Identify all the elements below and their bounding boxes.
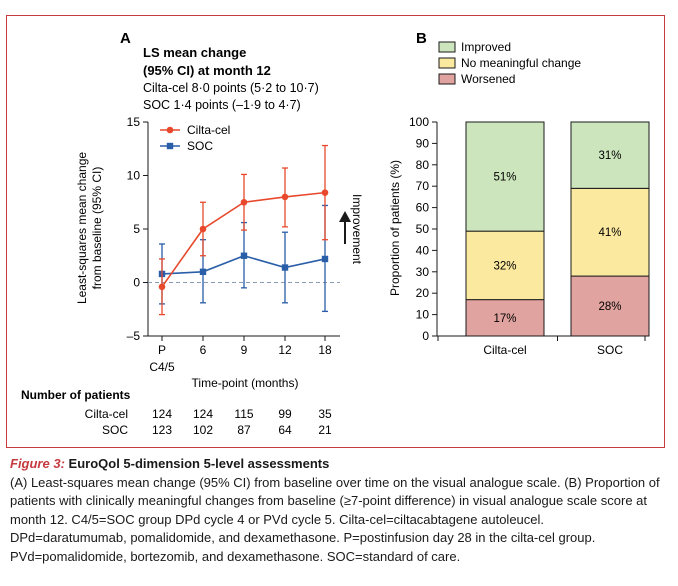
number-at-risk-heading: Number of patients <box>21 388 131 402</box>
panel-b-legend: Improved No meaningful change Worsened <box>438 40 581 86</box>
figure-frame <box>6 15 665 448</box>
data-point <box>281 264 289 271</box>
legend-swatch <box>438 73 456 85</box>
panel-a-plot: –5 0 5 10 15 P 6 9 12 18 C4/5 Cilta-cel SOC <box>127 115 340 374</box>
panel-b-category-label: Cilta-cel <box>483 343 526 357</box>
panel-b-ytick-label: 90 <box>416 136 430 150</box>
panel-a-xtick-label: 6 <box>200 343 207 357</box>
panel-b-ytick-label: 60 <box>416 201 430 215</box>
panel-a-xtick-label: 12 <box>278 343 292 357</box>
panel-b-plot: 0 10 20 30 40 50 60 70 80 90 100 17% 32% 51% Cilta-cel… <box>409 115 650 357</box>
bar-segment-no-meaningful-change <box>465 230 545 301</box>
panel-b-ytick-label: 20 <box>416 286 430 300</box>
bar-data-label: 17% <box>493 313 516 325</box>
legend-marker <box>166 142 174 150</box>
data-point <box>199 268 207 275</box>
data-point <box>240 198 248 206</box>
improvement-arrow-icon <box>339 211 351 244</box>
panel-b-ytick-label: 40 <box>416 243 430 257</box>
panel-b-ytick-label: 100 <box>409 115 429 129</box>
legend-label: Worsened <box>461 72 515 86</box>
bar-segment-improved <box>465 121 545 232</box>
panel-a-letter: A <box>120 30 131 47</box>
risk-cell: 124 <box>152 407 172 421</box>
panel-a-xtick-sublabel: C4/5 <box>149 360 175 374</box>
panel-a-xtick-label: 9 <box>241 343 248 357</box>
panel-a-ytick-label: 5 <box>133 222 140 236</box>
bar-segment-worsened <box>570 275 650 337</box>
bar-data-label: 41% <box>598 227 621 239</box>
legend-label: No meaningful change <box>461 56 581 70</box>
panel-a-ytick-label: 0 <box>133 276 140 290</box>
risk-cell: 99 <box>278 407 292 421</box>
legend-swatch <box>438 41 456 53</box>
panel-a-subtitle-1: Cilta-cel 8·0 points (5·2 to 10·7) <box>143 81 319 95</box>
panel-b-ytick-label: 70 <box>416 179 430 193</box>
bar-data-label: 51% <box>493 172 516 184</box>
caption-heading: Figure 3: EuroQol 5-dimension 5-level as… <box>10 455 660 474</box>
risk-cell: 124 <box>193 407 213 421</box>
bar-segment-improved <box>570 121 650 189</box>
risk-cell: 115 <box>234 407 253 421</box>
data-point <box>158 283 166 291</box>
panel-a-xtick-label: 18 <box>318 343 332 357</box>
panel-b-category-label: SOC <box>597 343 623 357</box>
panel-a-ylabel-line2: from baseline (95% CI) <box>90 167 104 290</box>
risk-cell: 64 <box>278 423 292 437</box>
panel-a-xlabel: Time-point (months) <box>192 376 299 390</box>
risk-cell: 87 <box>237 423 251 437</box>
data-point <box>240 252 248 259</box>
risk-row-label: SOC <box>102 423 128 437</box>
panel-a-ylabel-line1: Least-squares mean change <box>75 152 89 304</box>
data-point <box>321 255 329 263</box>
panel-b-ytick-label: 0 <box>422 329 429 343</box>
caption-label: Figure 3: <box>10 456 65 471</box>
caption-text: (A) Least-squares mean change (95% CI) f… <box>10 474 660 564</box>
legend-swatch <box>438 57 456 69</box>
data-point <box>199 225 207 233</box>
data-point <box>281 193 289 201</box>
data-point <box>321 189 329 196</box>
panel-b-letter: B <box>416 30 427 47</box>
panel-b-ytick-label: 10 <box>416 308 430 322</box>
legend-label: SOC <box>187 139 213 153</box>
bar-data-label: 32% <box>493 260 516 272</box>
legend-label: Improved <box>461 40 511 54</box>
bar-data-label: 31% <box>598 150 621 162</box>
number-at-risk-table: Cilta-cel 124 124 115 99 35 SOC 123 102 87 64 21 <box>85 407 332 437</box>
caption-title: EuroQol 5-dimension 5-level assessments <box>68 456 330 471</box>
bar-segment-no-meaningful-change <box>570 187 650 277</box>
panel-b-ylabel: Proportion of patients (%) <box>388 160 402 296</box>
risk-cell: 35 <box>318 407 332 421</box>
panel-a-ytick-label: –5 <box>127 329 141 343</box>
risk-cell: 123 <box>152 423 172 437</box>
panel-a-subtitle-2: SOC 1·4 points (–1·9 to 4·7) <box>143 98 301 112</box>
panel-a-ylabel: Least-squares mean change from baseline … <box>75 152 104 304</box>
risk-row-label: Cilta-cel <box>85 407 128 421</box>
panel-b-ytick-label: 50 <box>416 222 430 236</box>
risk-cell: 21 <box>318 423 332 437</box>
panel-a-direction-label: Improvement <box>350 194 364 265</box>
panel-b-ytick-label: 80 <box>416 158 430 172</box>
figure-caption: Figure 3: EuroQol 5-dimension 5-level as… <box>10 455 660 566</box>
legend-label: Cilta-cel <box>187 123 230 137</box>
panel-b-ytick-label: 30 <box>416 265 430 279</box>
panel-a-xtick-label: P <box>158 343 166 357</box>
bar-data-label: 28% <box>598 301 621 313</box>
figure-canvas: A LS mean change (95% CI) at month 12 Ci… <box>21 30 650 437</box>
risk-cell: 102 <box>193 423 213 437</box>
panel-a-ytick-label: 15 <box>127 115 141 129</box>
bar-segment-worsened <box>465 299 545 337</box>
legend-marker <box>166 126 174 134</box>
panel-a-title-line2: (95% CI) at month 12 <box>143 63 271 78</box>
panel-a-title: LS mean change <box>143 45 246 60</box>
panel-a-ytick-label: 10 <box>127 169 141 183</box>
